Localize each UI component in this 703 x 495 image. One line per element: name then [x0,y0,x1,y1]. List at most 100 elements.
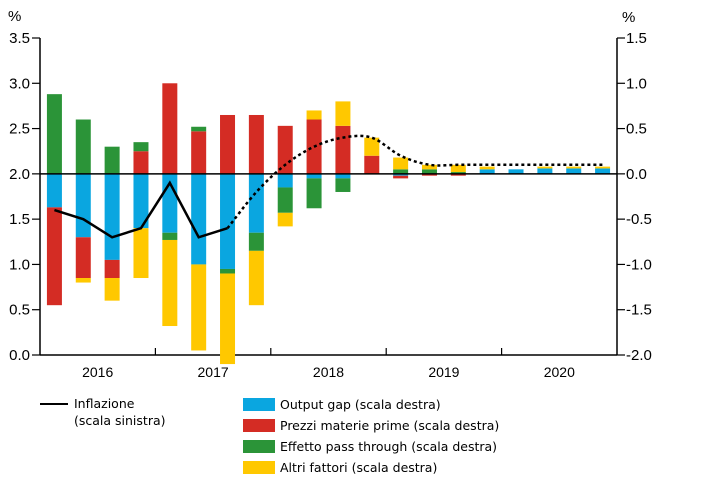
bar-output-gap-2018Q2 [306,173,322,179]
right-tick-label: -0.5 [626,211,652,228]
bar-altri-fattori-2016Q2 [75,278,91,283]
right-tick-label: 1.5 [626,30,647,47]
bar-altri-fattori-2018Q4 [364,137,380,156]
legend-line-swatch [40,403,68,405]
x-tick-label-2019: 2019 [428,364,459,380]
legend-item-prezzi-materie-prime: Prezzi materie prime (scala destra) [243,415,499,436]
right-unit-label: % [622,9,635,26]
right-tick-label: -2.0 [626,347,652,364]
bar-output-gap-2020Q3 [566,168,582,174]
bar-output-gap-2016Q1 [46,173,62,208]
bar-output-gap-2017Q3 [220,173,236,269]
legend-item-effetto-pass-through: Effetto pass through (scala destra) [243,436,499,457]
bar-altri-fattori-2019Q2 [421,164,437,170]
bar-prezzi-materie-prime-2019Q3 [450,173,466,176]
right-tick-label: 0.5 [626,121,647,138]
legend-item-altri-fattori: Altri fattori (scala destra) [243,457,499,478]
bar-output-gap-2020Q1 [508,169,524,174]
bar-output-gap-2017Q4 [248,173,264,233]
bar-altri-fattori-2017Q3 [220,273,236,365]
legend-label-inflazione: Inflazione (scala sinistra) [74,395,166,429]
legend-label-altri-fattori: Altri fattori (scala destra) [280,460,438,475]
left-tick-label: 3.0 [9,75,30,92]
bar-output-gap-2019Q1 [393,173,409,176]
bar-effetto-pass-through-2017Q2 [191,126,207,132]
x-tick-label-2018: 2018 [313,364,344,380]
bar-altri-fattori-2019Q4 [479,166,495,170]
bar-altri-fattori-2018Q3 [335,101,351,126]
legend-item-output-gap: Output gap (scala destra) [243,394,499,415]
left-tick-label: 1.5 [9,211,30,228]
left-tick-label: 1.0 [9,256,30,273]
bar-altri-fattori-2016Q4 [133,228,149,279]
bar-output-gap-2020Q4 [595,168,611,174]
legend-swatch-output-gap [243,398,275,411]
bar-prezzi-materie-prime-2017Q3 [220,114,236,174]
left-tick-label: 2.5 [9,121,30,138]
left-tick-label: 2.0 [9,166,30,183]
bar-altri-fattori-2016Q3 [104,278,120,301]
left-tick-label: 0.0 [9,347,30,364]
legend-swatch-altri-fattori [243,461,275,474]
bar-output-gap-2018Q3 [335,173,351,179]
bar-prezzi-materie-prime-2018Q3 [335,125,351,174]
right-tick-label: -1.0 [626,256,652,273]
inflation-line-actual [54,180,228,239]
bar-effetto-pass-through-2017Q3 [220,268,236,274]
legend-swatch-effetto-pass-through [243,440,275,453]
bar-altri-fattori-2017Q1 [162,239,178,327]
bar-prezzi-materie-prime-2018Q1 [277,125,293,174]
bar-prezzi-materie-prime-2018Q4 [364,155,380,174]
bar-effetto-pass-through-2017Q4 [248,232,264,251]
bar-altri-fattori-2019Q3 [450,164,466,173]
bar-effetto-pass-through-2019Q2 [421,169,437,174]
legend-label-effetto-pass-through: Effetto pass through (scala destra) [280,439,498,454]
bar-prezzi-materie-prime-2016Q3 [104,259,120,279]
right-tick-label: 0.0 [626,166,647,183]
x-tick-label-2017: 2017 [198,364,229,380]
bar-prezzi-materie-prime-2016Q2 [75,237,91,279]
bar-output-gap-2019Q4 [479,169,495,174]
bar-prezzi-materie-prime-2017Q2 [191,131,207,174]
bar-effetto-pass-through-2016Q1 [46,94,62,174]
legend-item-inflazione: Inflazione (scala sinistra) [40,395,166,429]
bar-prezzi-materie-prime-2017Q4 [248,114,264,174]
bar-output-gap-2018Q1 [277,173,293,188]
right-tick-label: -1.5 [626,302,652,319]
legend-label-prezzi-materie-prime: Prezzi materie prime (scala destra) [280,418,500,433]
bar-output-gap-2016Q2 [75,173,91,238]
bar-effetto-pass-through-2019Q3 [450,172,466,174]
legend-label-inflazione-line2: (scala sinistra) [74,413,166,428]
bar-effetto-pass-through-2016Q2 [75,119,91,174]
x-tick-label-2020: 2020 [544,364,575,380]
bar-prezzi-materie-prime-2019Q2 [421,173,437,176]
left-tick-label: 0.5 [9,302,30,319]
bar-altri-fattori-2017Q4 [248,250,264,306]
bar-altri-fattori-2019Q1 [393,157,409,170]
legend-right: Output gap (scala destra) Prezzi materie… [243,394,499,478]
chart: % % 0.0 0.5 1.0 1.5 2.0 2.5 3.0 3.5 -2.0 -1.5 -1.0 -0… [8,8,652,380]
left-tick-label: 3.5 [9,30,30,47]
bar-prezzi-materie-prime-2016Q1 [46,207,62,306]
bar-prezzi-materie-prime-2019Q1 [393,175,409,179]
bar-effetto-pass-through-2018Q3 [335,178,351,192]
bar-output-gap-2016Q3 [104,173,120,260]
bar-altri-fattori-2020Q2 [537,166,553,169]
bar-output-gap-2020Q2 [537,168,553,174]
right-tick-label: 1.0 [626,75,647,92]
bar-altri-fattori-2018Q1 [277,212,293,227]
inflation-line-projection [226,134,603,229]
bar-effetto-pass-through-2016Q4 [133,142,149,152]
bar-effetto-pass-through-2016Q3 [104,146,120,174]
bar-altri-fattori-2020Q4 [595,166,611,169]
bar-prezzi-materie-prime-2017Q1 [162,83,178,174]
bar-prezzi-materie-prime-2016Q4 [133,151,149,174]
x-tick-label-2016: 2016 [82,364,113,380]
legend-label-inflazione-line1: Inflazione [74,396,135,411]
bar-effetto-pass-through-2019Q1 [393,169,409,174]
legend-label-output-gap: Output gap (scala destra) [280,397,441,412]
bar-effetto-pass-through-2017Q1 [162,232,178,240]
legend-left: Inflazione (scala sinistra) [40,395,166,429]
bar-altri-fattori-2018Q2 [306,110,322,120]
bar-output-gap-2016Q4 [133,173,149,229]
